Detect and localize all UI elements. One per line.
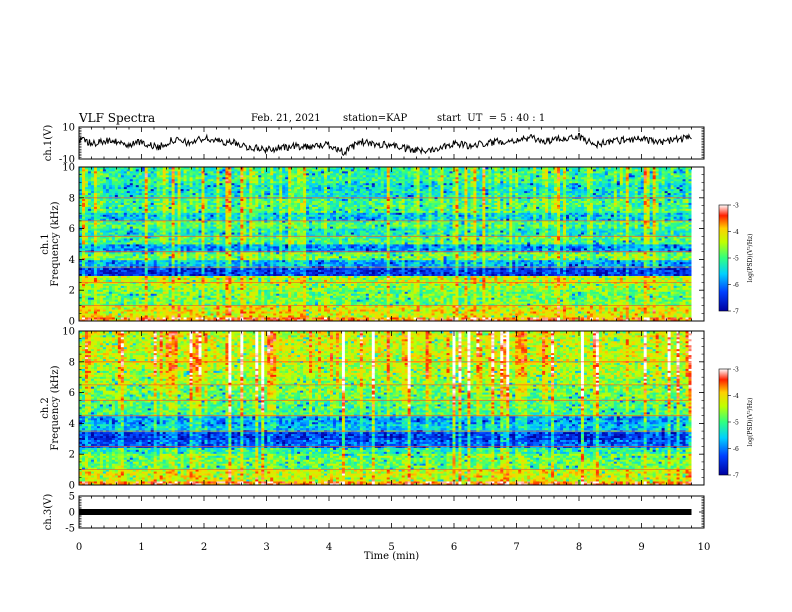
vlf-spectra-figure: -3-4-5-6-7log(PSD)(V²/Hz)-3-4-5-6-7log(P… <box>0 0 792 612</box>
ch1-voltage-line <box>79 133 692 155</box>
spectrogram-ch1-spectrogram <box>79 167 704 321</box>
series-ch1-voltage <box>79 133 692 155</box>
